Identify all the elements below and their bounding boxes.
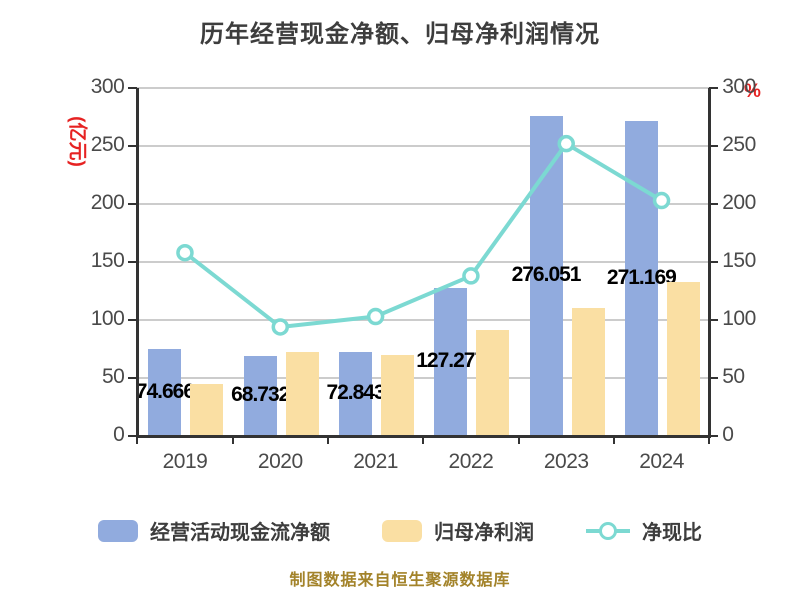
bar-net-profit-2021 — [380, 354, 414, 436]
left-axis-label-0: 0 — [113, 423, 125, 446]
left-axis-tick-300 — [128, 87, 138, 89]
left-axis-tick-100 — [128, 319, 138, 321]
legend-item-0[interactable]: 经营活动现金流净额 — [98, 516, 330, 545]
bar-net-profit-2022 — [476, 330, 510, 436]
right-axis-label-100: 100 — [722, 307, 756, 330]
gridline-100 — [137, 319, 710, 321]
bar-net-profit-2020 — [285, 352, 319, 436]
chart-legend: 经营活动现金流净额 归母净利润 净现比 — [0, 516, 800, 545]
y-axis-right — [708, 88, 711, 438]
bar-value-label-2020: 68.732 — [231, 383, 290, 407]
line-marker-2020 — [271, 318, 290, 336]
legend-line-dot — [599, 521, 617, 540]
left-axis-label-300: 300 — [90, 75, 125, 98]
right-axis-tick-50 — [709, 377, 719, 379]
legend-bar-swatch-icon — [382, 519, 422, 542]
x-axis-tick — [136, 436, 139, 444]
line-marker-2019 — [176, 243, 194, 262]
bar-value-label-2023: 276.051 — [511, 262, 582, 286]
x-axis-tick — [708, 436, 711, 444]
bar-net-profit-2023 — [571, 308, 605, 436]
legend-label: 经营活动现金流净额 — [150, 522, 330, 544]
x-axis-tick — [231, 436, 234, 444]
right-axis-tick-0 — [709, 435, 719, 437]
gridline-50 — [137, 377, 710, 379]
bar-operating-cashflow-2019 — [148, 349, 182, 436]
right-axis-tick-200 — [709, 203, 719, 205]
right-axis-unit-label: % — [744, 81, 761, 102]
left-axis-label-100: 100 — [90, 307, 125, 330]
legend-label: 归母净利润 — [434, 522, 534, 544]
bar-net-profit-2024 — [666, 281, 700, 436]
x-axis-label-2020: 2020 — [257, 450, 303, 473]
x-axis-label-2021: 2021 — [353, 450, 398, 473]
legend-bar-swatch-icon — [98, 519, 138, 542]
left-axis-tick-0 — [128, 435, 138, 437]
x-axis-label-2022: 2022 — [448, 450, 494, 473]
bar-value-label-2021: 72.843 — [326, 380, 385, 404]
right-axis-tick-100 — [709, 319, 719, 321]
bar-operating-cashflow-2020 — [243, 356, 277, 436]
legend-item-2[interactable]: 净现比 — [586, 516, 702, 545]
legend-label: 净现比 — [642, 522, 702, 544]
right-axis-tick-300 — [709, 87, 719, 89]
bar-value-label-2019: 74.666 — [135, 379, 195, 403]
x-axis-label-2019: 2019 — [162, 450, 208, 473]
left-axis-label-200: 200 — [90, 191, 125, 214]
right-axis-tick-150 — [709, 261, 719, 263]
right-axis-tick-250 — [709, 145, 719, 147]
left-axis-label-50: 50 — [101, 365, 125, 388]
left-axis-tick-50 — [128, 377, 138, 379]
gridline-150 — [137, 261, 710, 263]
right-axis-label-50: 50 — [722, 365, 745, 388]
legend-line-marker-icon — [586, 520, 630, 542]
left-axis-label-150: 150 — [90, 249, 125, 272]
data-source-footer: 制图数据来自恒生聚源数据库 — [289, 572, 511, 589]
line-marker-2021 — [366, 307, 385, 326]
left-axis-tick-250 — [128, 145, 138, 147]
legend-item-1[interactable]: 归母净利润 — [382, 516, 534, 545]
x-axis-tick — [326, 436, 329, 444]
gridline-250 — [137, 145, 710, 147]
gridline-300 — [137, 87, 710, 89]
line-marker-2022 — [462, 267, 480, 285]
left-axis-label-250: 250 — [90, 133, 125, 156]
x-axis-label-2024: 2024 — [639, 450, 684, 473]
chart-title: 历年经营现金净额、归母净利润情况 — [200, 21, 600, 48]
right-axis-label-200: 200 — [722, 191, 756, 214]
bar-operating-cashflow-2021 — [338, 351, 372, 436]
right-axis-label-250: 250 — [722, 133, 756, 156]
x-axis-tick — [422, 436, 425, 444]
right-axis-label-150: 150 — [722, 249, 756, 272]
x-axis-tick — [612, 436, 615, 444]
left-axis-tick-200 — [128, 203, 138, 205]
gridline-200 — [137, 203, 710, 205]
left-axis-tick-150 — [128, 261, 138, 263]
x-axis-label-2023: 2023 — [543, 450, 589, 473]
bar-net-profit-2019 — [190, 383, 224, 436]
bar-value-label-2022: 127.277 — [416, 349, 486, 373]
x-axis-tick — [517, 436, 520, 444]
y-axis-left — [136, 88, 139, 438]
right-axis-label-300: 300 — [722, 75, 756, 98]
right-axis-label-0: 0 — [722, 423, 734, 446]
bar-value-label-2024: 271.169 — [606, 265, 677, 289]
